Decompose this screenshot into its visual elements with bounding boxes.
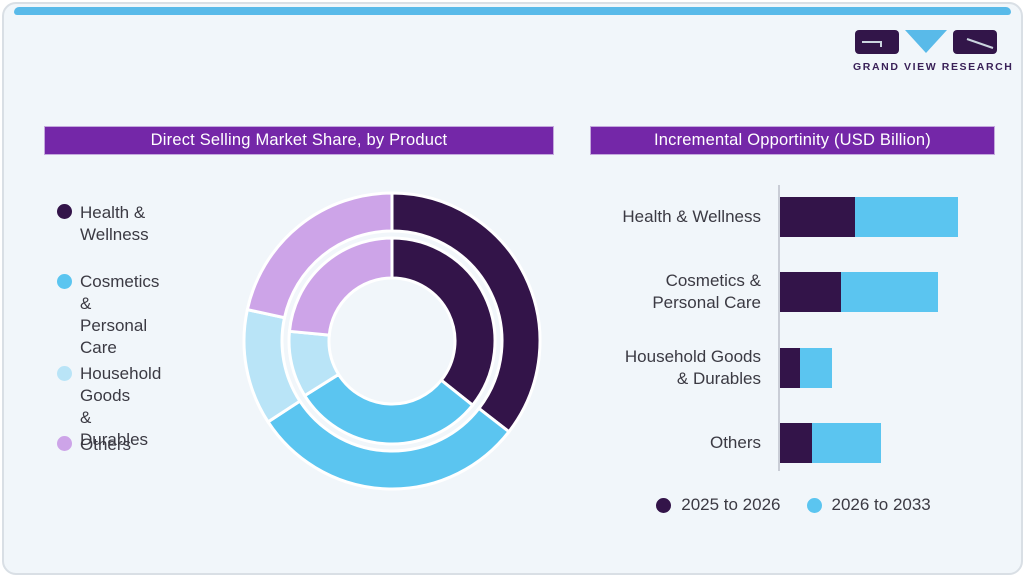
bar-chart: Health & Wellness Cosmetics & Personal Car… [572,185,1012,477]
bar-category-label-line: Household Goods [624,347,761,366]
legend-item-2025-2026: 2025 to 2026 [656,495,781,515]
bar-category-label-line: Cosmetics & [665,271,761,290]
bar-chart-axis [778,185,780,471]
donut-chart-title: Direct Selling Market Share, by Product [44,126,554,155]
brand-name: GRAND VIEW RESEARCH [853,61,1014,73]
bar-category-label: Health & Wellness [572,197,761,237]
legend-label-line: Household Goods [80,364,162,405]
bar-category-label-line: Health & Wellness [622,207,761,226]
legend-bullet-cosmetics [57,274,72,289]
bar-category-label-line: Personal Care [652,293,761,312]
bar-category-label: Household Goods & Durables [572,347,761,388]
donut-segment-outer-3 [245,191,394,320]
legend-label-line: Personal Care [80,316,148,357]
legend-dot-2026-2033 [806,497,822,513]
bar-chart-title-text: Incremental Opportinity (USD Billion) [654,131,931,149]
legend-label-line: Cosmetics & [80,272,160,313]
donut-chart [240,189,544,493]
bar-segment-2026-to-2033 [799,348,832,388]
legend-item-2026-2033: 2026 to 2033 [806,495,931,515]
donut-chart-title-text: Direct Selling Market Share, by Product [150,131,448,149]
bar-segment-2026-to-2033 [854,197,958,237]
legend-label-line: & Durables [80,408,149,449]
legend-label-cosmetics: Cosmetics & Personal Care [80,271,159,359]
legend-bullet-health-wellness [57,204,72,219]
bar-category-label-line: Others [709,433,761,452]
legend-label-others: Others [80,435,132,454]
bar-chart-legend: 2025 to 2026 2026 to 2033 [592,491,995,519]
legend-bullet-household [57,366,72,381]
donut-segment-inner-3 [287,236,394,337]
brand-logo: GRAND VIEW RESEARCH [853,30,1014,73]
bar-segment-2026-to-2033 [840,272,939,312]
legend-label-2026-2033: 2026 to 2033 [831,495,931,514]
legend-label-health-wellness: Health & Wellness [80,203,149,244]
gvr-logo-icon [855,30,997,54]
top-accent-strip [14,7,1011,15]
donut-segment-inner-0 [390,236,497,408]
bar-chart-title: Incremental Opportinity (USD Billion) [590,126,995,155]
bar-segment-2026-to-2033 [812,423,882,463]
donut-segment-inner-1 [302,372,475,446]
bar-segment-2025-to-2026 [780,423,813,463]
legend-label-2025-2026: 2025 to 2026 [681,495,781,514]
bar-segment-2025-to-2026 [780,272,841,312]
bar-segment-2025-to-2026 [780,197,855,237]
legend-label-household: Household Goods & Durables [80,363,161,451]
bar-segment-2025-to-2026 [780,348,800,388]
bar-category-label: Others [572,423,761,463]
bar-category-label-line: & Durables [676,369,761,388]
legend-dot-2025-2026 [656,497,672,513]
bar-category-label: Cosmetics & Personal Care [572,271,761,312]
donut-chart-svg [242,191,542,491]
legend-bullet-others [57,436,72,451]
